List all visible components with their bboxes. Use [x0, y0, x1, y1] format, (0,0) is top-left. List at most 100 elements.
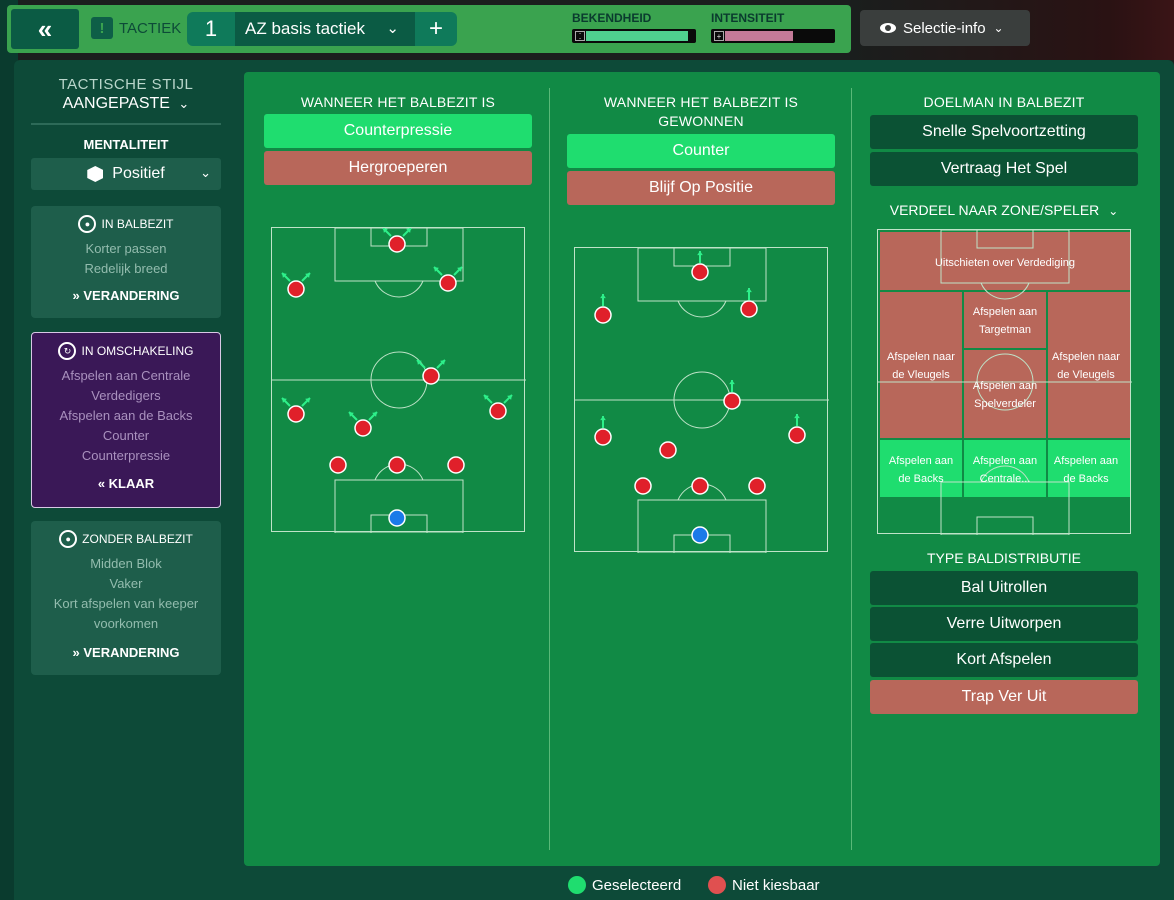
chevron-down-icon: ⌄ — [178, 96, 190, 111]
arrow-head — [434, 267, 439, 272]
double-chevron-right-icon: » — [72, 288, 80, 303]
arrow-head — [794, 414, 800, 419]
tactic-select[interactable]: AZ basis tactiek ⌄ — [235, 12, 415, 46]
player-marker — [691, 263, 709, 281]
in-possession-card[interactable]: ● IN BALBEZIT Korter passen Redelijk bree… — [31, 206, 221, 318]
double-chevron-left-icon: « — [37, 13, 53, 44]
arrow-head — [746, 288, 752, 293]
penalty-box-bottom — [334, 479, 464, 533]
background-strip — [0, 0, 18, 900]
counterpressie-button[interactable]: Counterpressie — [264, 114, 532, 148]
blijf-op-positie-button[interactable]: Blijf Op Positie — [567, 171, 835, 205]
player-marker — [422, 367, 440, 385]
arrow-head — [600, 294, 606, 299]
verre-uitworpen-button[interactable]: Verre Uitworpen — [870, 607, 1138, 641]
zone-left-back-label: Afspelen aan de Backs — [889, 455, 953, 485]
selectie-info-label: Selectie-info — [903, 19, 986, 37]
player-marker — [691, 477, 709, 495]
in-transition-done-button[interactable]: « KLAAR — [32, 476, 220, 491]
goal-box-top — [976, 230, 1034, 249]
penalty-box-top — [334, 228, 464, 282]
plus-icon: + — [428, 15, 443, 42]
player-marker — [788, 426, 806, 444]
out-of-possession-title: ZONDER BALBEZIT — [82, 532, 193, 546]
left-panel: TACTISCHE STIJL AANGEPASTE ⌄ MENTALITEIT… — [31, 76, 221, 190]
in-possession-title: IN BALBEZIT — [101, 217, 174, 231]
zone-top — [880, 232, 1130, 290]
back-button[interactable]: « — [11, 9, 79, 49]
transition-icon: ↻ — [58, 342, 77, 360]
mentality-select[interactable]: Positief ⌄ — [31, 158, 221, 190]
mentality-title: MENTALITEIT — [83, 137, 169, 152]
double-chevron-left-icon: « — [97, 476, 106, 491]
in-transition-line: Counterpressie — [81, 448, 171, 463]
hergroeperen-button[interactable]: Hergroeperen — [264, 151, 532, 185]
player-marker — [287, 405, 305, 423]
bekendheid-fill — [586, 31, 688, 41]
in-transition-line: Afspelen aan Centrale — [61, 368, 191, 383]
tactic-slot-button[interactable]: 1 — [187, 12, 235, 46]
kort-afspelen-button[interactable]: Kort Afspelen — [870, 643, 1138, 677]
arrow-head — [417, 360, 422, 365]
out-of-possession-line: Kort afspelen van keeper — [53, 596, 199, 611]
col2-title-line1: WANNEER HET BALBEZIT IS — [603, 94, 799, 110]
arrow-head — [457, 267, 462, 272]
in-transition-card[interactable]: ↻ IN OMSCHAKELING Afspelen aan Centrale V… — [31, 332, 221, 508]
bal-uitrollen-button[interactable]: Bal Uitrollen — [870, 571, 1138, 605]
zone-right-back-label: Afspelen aan de Backs — [1054, 455, 1118, 485]
zone-right-wing-label: Afspelen naar de Vleugels — [1052, 351, 1120, 381]
zone-distribution-title: VERDEEL NAAR ZONE/SPELER — [889, 202, 1100, 218]
arrow-head — [282, 398, 287, 403]
arrow-head — [484, 395, 489, 400]
player-marker — [723, 392, 741, 410]
zone-right-wing — [1048, 292, 1130, 438]
vertraag-het-spel-button[interactable]: Vertraag Het Spel — [870, 152, 1138, 186]
ball-icon: ● — [78, 215, 97, 233]
out-of-possession-line: Vaker — [109, 576, 143, 591]
pitch-distribution-zones: Uitschieten over Verdediging Afspelen naa… — [877, 229, 1132, 535]
arrow-head — [600, 416, 606, 421]
column-divider — [549, 88, 550, 850]
penalty-box-bottom — [940, 481, 1070, 535]
column-divider — [851, 88, 852, 850]
unavailable-dot-icon — [708, 876, 726, 894]
in-transition-line: Verdedigers — [91, 388, 161, 403]
goalkeeper-marker — [388, 509, 406, 527]
eye-icon — [880, 23, 896, 33]
in-possession-line: Redelijk breed — [84, 261, 168, 276]
arrow-head — [282, 273, 287, 278]
add-tactic-button[interactable]: + — [415, 12, 457, 46]
out-of-possession-change-button[interactable]: » VERANDERING — [31, 645, 221, 660]
in-transition-line: Counter — [102, 428, 150, 443]
arrow-head — [406, 228, 411, 233]
counter-button[interactable]: Counter — [567, 134, 835, 168]
zone-targetman-label: Afspelen aan Targetman — [973, 306, 1037, 336]
arrow-head — [440, 360, 445, 365]
pitch-transition-lost — [271, 227, 526, 533]
out-of-possession-line: voorkomen — [93, 616, 159, 631]
arrow-head — [697, 251, 703, 256]
player-marker — [659, 441, 677, 459]
arrow-head — [305, 398, 310, 403]
arrow-head — [349, 412, 354, 417]
in-possession-change-button[interactable]: » VERANDERING — [31, 288, 221, 303]
goalkeeper-marker — [691, 526, 709, 544]
zone-distribution-select[interactable]: VERDEEL NAAR ZONE/SPELER ⌄ — [870, 202, 1138, 218]
arrow-head — [305, 273, 310, 278]
player-marker — [388, 235, 406, 253]
snelle-spelvoortzetting-button[interactable]: Snelle Spelvoortzetting — [870, 115, 1138, 149]
selectie-info-button[interactable]: Selectie-info ⌄ — [860, 10, 1030, 46]
bekendheid-label: BEKENDHEID — [572, 11, 652, 25]
player-marker — [447, 456, 465, 474]
col3-title: DOELMAN IN BALBEZIT — [923, 94, 1085, 110]
player-marker — [287, 280, 305, 298]
player-marker — [439, 274, 457, 292]
goal-box-top — [673, 248, 731, 267]
col2-title: WANNEER HET BALBEZIT IS GEWONNEN — [567, 93, 835, 131]
player-marker — [634, 477, 652, 495]
tactical-style-select[interactable]: AANGEPASTE ⌄ — [31, 95, 221, 113]
arrow-head — [372, 412, 377, 417]
out-of-possession-card[interactable]: ● ZONDER BALBEZIT Midden Blok Vaker Kort … — [31, 521, 221, 675]
trap-ver-uit-button[interactable]: Trap Ver Uit — [870, 680, 1138, 714]
penalty-box-top — [940, 230, 1070, 284]
